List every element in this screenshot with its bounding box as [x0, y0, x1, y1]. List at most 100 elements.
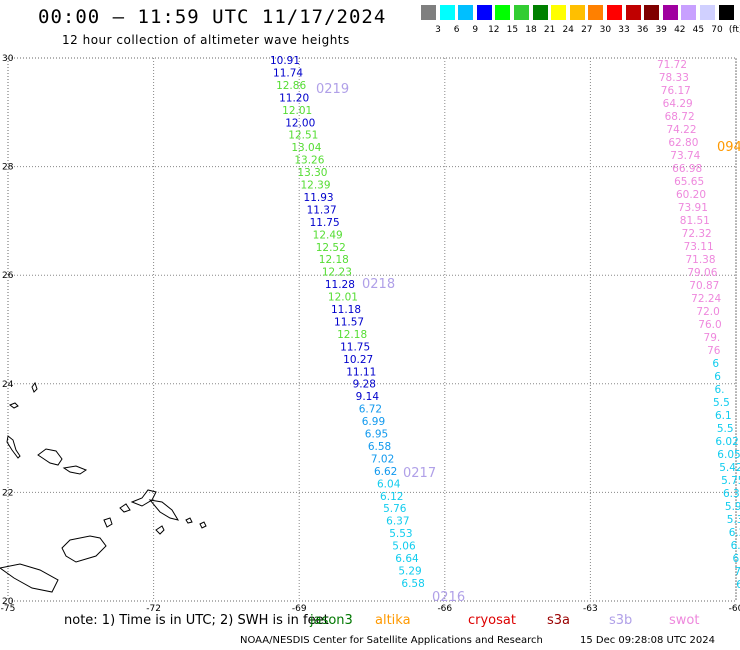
swh-value-label: 6.1 — [715, 410, 732, 422]
swh-value-label: 12.00 — [285, 117, 315, 129]
swh-value-label: 13.26 — [294, 155, 324, 167]
color-label: 24 — [562, 25, 574, 35]
swh-value-label: 6. — [714, 384, 724, 396]
swh-value-label: 6.20 — [731, 540, 740, 552]
swh-value-label: 5.42 — [719, 462, 740, 474]
color-label: 30 — [599, 25, 612, 35]
swh-value-label: 72.32 — [682, 228, 712, 240]
swh-value-label: 13.30 — [297, 167, 327, 179]
color-label: 33 — [618, 25, 630, 35]
swh-value-label: 81.51 — [680, 215, 710, 227]
legend-item-s3a: s3a — [547, 613, 571, 628]
color-label: 70 — [711, 25, 723, 35]
color-swatch — [588, 5, 604, 20]
color-swatch — [607, 5, 622, 20]
color-label: 15 — [506, 25, 519, 35]
coastline — [31, 381, 38, 393]
color-swatch — [551, 5, 567, 20]
legend-item-s3b: s3b — [609, 613, 633, 628]
swh-value-label: 11.74 — [273, 67, 303, 79]
swh-value-label: 6.21 — [729, 527, 740, 539]
color-label: 6 — [453, 25, 460, 35]
swh-value-label: 12.52 — [316, 242, 346, 254]
swh-value-label: 6.58 — [401, 578, 424, 590]
color-swatch — [439, 5, 455, 20]
swh-value-label: 12.51 — [288, 130, 318, 142]
swh-value-label: 12.18 — [319, 254, 349, 266]
swh-value-label: 12.01 — [282, 105, 312, 117]
color-swatch — [681, 5, 697, 20]
color-label: (ft) — [728, 25, 740, 35]
swh-value-label: 76.17 — [661, 85, 691, 97]
color-label: 27 — [581, 25, 593, 35]
lon-tick-label: -75 — [1, 604, 16, 614]
legend-item-altika: altika — [375, 613, 411, 628]
swh-value-label: 71.38 — [685, 254, 715, 266]
coastline — [148, 499, 180, 521]
lon-tick-label: -66 — [437, 604, 452, 614]
swh-value-label: 60.20 — [676, 189, 706, 201]
color-label: 9 — [472, 25, 479, 35]
lon-tick-label: -60 — [729, 604, 740, 614]
color-label: 18 — [525, 25, 537, 35]
track-pass-label: 0218 — [362, 277, 395, 292]
lat-tick-label: 20 — [2, 597, 14, 607]
swh-value-label: 71.72 — [657, 59, 687, 71]
coastline — [61, 535, 107, 563]
swh-value-label: 5.75 — [721, 475, 740, 487]
legend-item-swot: swot — [669, 613, 700, 628]
swh-value-label: 10.91 — [270, 55, 300, 67]
coastline — [0, 563, 59, 593]
swh-value-label: 13.04 — [291, 142, 321, 154]
color-label: 21 — [543, 25, 556, 35]
swh-value-label: 7.49 — [734, 566, 740, 578]
swh-value-label: 12.86 — [276, 80, 306, 92]
swh-value-label: 12.39 — [300, 180, 330, 192]
lat-tick-label: 28 — [2, 163, 14, 173]
swh-value-label: 12.01 — [328, 292, 358, 304]
legend-item-jason3: jason3 — [310, 613, 353, 628]
color-swatch — [421, 5, 436, 20]
swh-value-label: 6.12 — [380, 491, 403, 503]
swh-value-label: 6.72 — [359, 404, 382, 416]
color-label: 12 — [488, 25, 500, 35]
map-frame — [7, 57, 737, 602]
map-title: 00:00 – 11:59 UTC 11/17/2024 — [38, 6, 387, 28]
coastline — [37, 448, 63, 466]
swh-value-label: 5.5 — [713, 397, 730, 409]
color-swatch — [718, 5, 734, 20]
swh-value-label: 6 — [712, 358, 719, 370]
swh-value-label: 6.58 — [368, 441, 391, 453]
swh-value-label: 5.90 — [725, 501, 740, 513]
color-swatch — [625, 5, 641, 20]
color-label: 36 — [636, 25, 649, 35]
swh-value-label: 11.75 — [340, 341, 370, 353]
swh-value-label: 73.91 — [678, 202, 708, 214]
swh-value-label: 10.27 — [343, 354, 373, 366]
swh-value-label: 6.99 — [362, 416, 385, 428]
color-label: 3 — [435, 25, 441, 35]
coastline — [185, 517, 193, 524]
swh-value-label: 9.14 — [356, 391, 380, 403]
swh-value-label: 72.0 — [696, 306, 719, 318]
track-pass-label: 094 — [717, 140, 740, 155]
lat-tick-label: 24 — [2, 380, 14, 390]
credit-text: NOAA/NESDIS Center for Satellite Applica… — [240, 635, 543, 646]
track-pass-label: 0216 — [432, 590, 465, 605]
color-swatch — [532, 5, 548, 20]
swh-value-label: 11.37 — [307, 204, 337, 216]
swh-value-label: 6.04 — [377, 478, 401, 490]
swh-value-label: 12.18 — [337, 329, 367, 341]
swh-value-label: 62.80 — [668, 137, 698, 149]
swh-value-label: 6 — [714, 371, 721, 383]
swh-value-label: 12.23 — [322, 267, 352, 279]
coastline — [62, 465, 88, 475]
swh-value-label: 64.29 — [663, 98, 693, 110]
swh-value-label: 11.11 — [346, 366, 376, 378]
coastline — [103, 517, 113, 528]
coastline — [6, 435, 21, 459]
swh-value-label: 73.11 — [684, 241, 714, 253]
coastline — [155, 525, 165, 535]
swh-value-label: 11.93 — [304, 192, 334, 204]
swh-value-label: 66.98 — [672, 163, 702, 175]
